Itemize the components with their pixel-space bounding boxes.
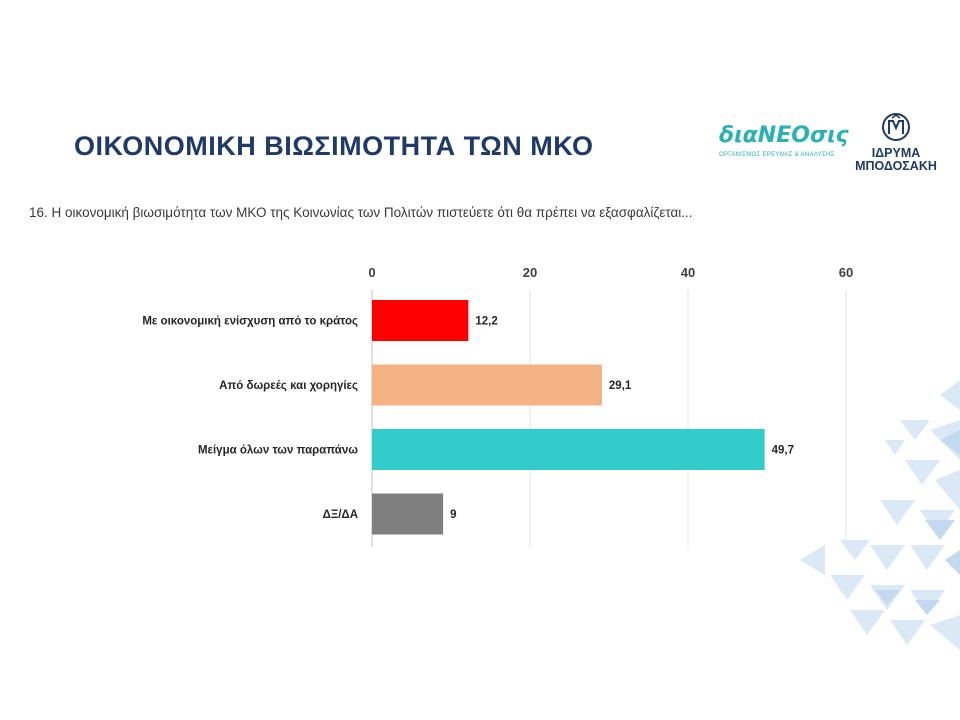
category-label-3: ΔΞ/ΔΑ (323, 509, 358, 521)
page-title: ΟΙΚΟΝΟΜΙΚΗ ΒΙΩΣΙΜΟΤΗΤΑ ΤΩΝ ΜΚΟ (74, 131, 594, 161)
category-label-2: Μείγμα όλων των παραπάνω (198, 445, 358, 457)
value-label-1: 29,1 (609, 380, 632, 392)
bar-3 (372, 493, 444, 535)
category-label-0: Με οικονομική ενίσχυση από το κράτος (142, 316, 358, 328)
value-label-0: 12,2 (475, 316, 497, 328)
value-label-2: 49,7 (772, 445, 794, 457)
bar-1 (372, 364, 602, 406)
bar-0 (372, 300, 469, 341)
dianeosis-logo-name: διαNEOσις (719, 123, 849, 148)
bodossaki-logo: ΙΔΡΥΜΑ ΜΠΟΔΟΣΑΚΗ (850, 112, 942, 173)
bodossaki-line1: ΙΔΡΥΜΑ (871, 146, 921, 160)
dianeosis-logo: διαNEOσις ΟΡΓΑΝΙΣΜΟΣ ΕΡΕΥΝΑΣ & ΑΝΑΛΥΣΗΣ (719, 123, 849, 166)
bodossaki-line2: ΜΠΟΔΟΣΑΚΗ (855, 159, 937, 173)
x-tick-label-60: 60 (839, 265, 853, 280)
value-label-3: 9 (450, 509, 456, 521)
x-tick-label-0: 0 (368, 265, 375, 280)
bar-2 (372, 429, 765, 470)
category-label-1: Από δωρεές και χορηγίες (219, 380, 358, 392)
bodossaki-emblem-icon (882, 113, 910, 141)
x-tick-label-20: 20 (523, 265, 537, 280)
question-text: 16. Η οικονομική βιωσιμότητα των ΜΚΟ της… (29, 205, 693, 220)
dianeosis-logo-tagline: ΟΡΓΑΝΙΣΜΟΣ ΕΡΕΥΝΑΣ & ΑΝΑΛΥΣΗΣ (719, 152, 835, 158)
x-tick-label-40: 40 (681, 265, 695, 280)
